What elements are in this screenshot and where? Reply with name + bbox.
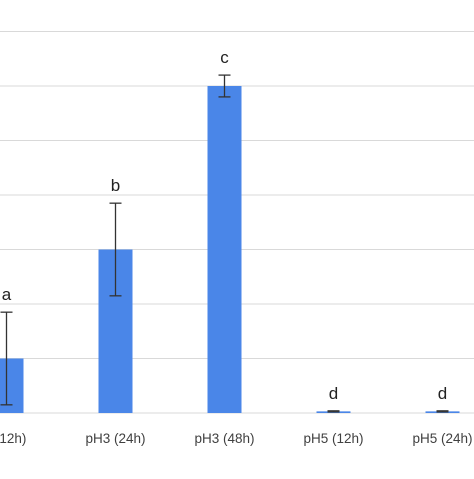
error-bar — [327, 410, 340, 413]
x-tick-label: pH5 (24h) — [412, 431, 472, 446]
x-tick-labels: - (12h) pH3 (24h) pH3 (48h) pH5 (12h) pH5 (2… — [0, 431, 473, 446]
x-tick-label: - (12h) — [0, 431, 26, 446]
x-tick-label: pH3 (48h) — [194, 431, 254, 446]
significance-label: d — [438, 384, 447, 403]
significance-labels: a b c d d — [2, 48, 447, 403]
bar — [207, 86, 242, 413]
significance-label: c — [220, 48, 229, 67]
error-bar — [0, 311, 13, 406]
error-bars — [0, 74, 449, 413]
x-tick-label: pH5 (12h) — [303, 431, 363, 446]
error-bar — [109, 202, 122, 297]
significance-label: a — [2, 285, 12, 304]
x-tick-label: pH3 (24h) — [85, 431, 145, 446]
error-bar — [218, 74, 231, 98]
significance-label: b — [111, 176, 120, 195]
error-bar — [436, 410, 449, 413]
significance-label: d — [329, 384, 338, 403]
bars — [0, 86, 460, 413]
